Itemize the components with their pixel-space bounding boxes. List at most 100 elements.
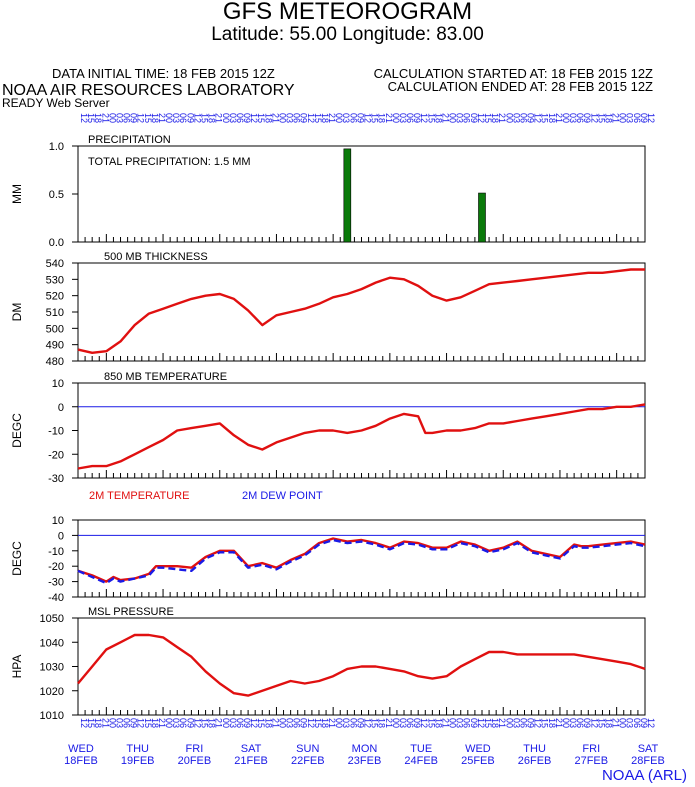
bottom-hour-label: 12: [646, 718, 656, 728]
panel-title: MSL PRESSURE: [88, 606, 174, 618]
top-hour-label: 21: [384, 113, 394, 123]
y-tick-label: 530: [46, 274, 64, 286]
bottom-hour-label: 15: [370, 718, 380, 728]
y-tick-label: 10: [52, 515, 64, 527]
top-hour-label: 03: [625, 113, 635, 123]
top-hour-label: 03: [455, 113, 465, 123]
top-hour-label: 09: [242, 113, 252, 123]
y-tick-label: -10: [48, 546, 64, 558]
top-hour-label: 09: [299, 113, 309, 123]
top-hour-label: 09: [129, 113, 139, 123]
y-tick-label: 480: [46, 356, 64, 368]
bottom-hour-label: 09: [355, 718, 365, 728]
top-hour-label: 15: [483, 113, 493, 123]
bottom-hour-label: 12: [476, 718, 486, 728]
date-label: 24FEB: [404, 755, 438, 767]
y-tick-label: -20: [48, 449, 64, 461]
bottom-hour-label: 15: [540, 718, 550, 728]
top-hour-label: 06: [348, 113, 358, 123]
top-hour-label: 12: [476, 113, 486, 123]
bottom-hour-label: 09: [412, 718, 422, 728]
bottom-hour-label: 18: [490, 718, 500, 728]
top-hour-label: 12: [306, 113, 316, 123]
bottom-hour-label: 00: [448, 718, 458, 728]
day-of-week-label: SUN: [296, 743, 319, 755]
bottom-hour-label: 06: [632, 718, 642, 728]
bottom-hour-label: 18: [263, 718, 273, 728]
y-tick-label: 1010: [40, 710, 64, 722]
top-hour-label: 15: [596, 113, 606, 123]
top-hour-label: 03: [114, 113, 124, 123]
top-hour-label: 00: [277, 113, 287, 123]
top-hour-label: 12: [136, 113, 146, 123]
bottom-hour-label: 12: [249, 718, 259, 728]
y-axis-label: MM: [10, 184, 24, 204]
panel-1: 480 490 500 510 520 530 540 DM 500 MB THICKNESS: [10, 251, 646, 368]
bottom-hour-label: 21: [270, 718, 280, 728]
bottom-hour-label: 12: [192, 718, 202, 728]
top-hour-label: 09: [582, 113, 592, 123]
top-hour-label: 09: [355, 113, 365, 123]
top-hour-label: 00: [618, 113, 628, 123]
y-tick-label: 490: [46, 340, 64, 352]
bottom-hour-label: 18: [377, 718, 387, 728]
panel-title: PRECIPITATION: [88, 134, 171, 146]
bottom-hour-label: 03: [285, 718, 295, 728]
bottom-hour-label: 15: [313, 718, 323, 728]
day-of-week-label: MON: [352, 743, 378, 755]
precip-bar: [478, 192, 486, 243]
top-hour-label: 06: [235, 113, 245, 123]
y-tick-label: 500: [46, 323, 64, 335]
top-hour-label: 21: [100, 113, 110, 123]
top-hour-label: 03: [171, 113, 181, 123]
series-line: [77, 268, 645, 354]
day-of-week-label: SAT: [638, 743, 659, 755]
top-hour-label: 06: [405, 113, 415, 123]
date-label: 28FEB: [631, 755, 665, 767]
y-tick-label: -10: [48, 426, 64, 438]
top-hour-label: 15: [199, 113, 209, 123]
bottom-hour-label: 21: [157, 718, 167, 728]
top-hour-label: 09: [412, 113, 422, 123]
y-tick-label: 1050: [40, 613, 64, 625]
panel-title: 500 MB THICKNESS: [104, 251, 208, 263]
top-hour-label: 12: [419, 113, 429, 123]
footer-credit: NOAA (ARL): [601, 767, 687, 784]
day-of-week-label: THU: [126, 743, 149, 755]
panel-0: 0.0 0.5 1.0 MM PRECIPITATION TOTAL PRECIPITAT…: [10, 134, 646, 249]
dew-point-line: [77, 538, 646, 585]
top-hour-label: 21: [440, 113, 450, 123]
top-hour-label: 03: [511, 113, 521, 123]
top-hour-label: 00: [504, 113, 514, 123]
date-label: 26FEB: [518, 755, 552, 767]
bottom-hour-label: 00: [277, 718, 287, 728]
bottom-hour-label: 00: [504, 718, 514, 728]
top-hour-label: 15: [540, 113, 550, 123]
y-axis-label: DEGC: [10, 541, 24, 576]
y-tick-label: -20: [48, 561, 64, 573]
bottom-hour-label: 06: [178, 718, 188, 728]
top-hour-label: 21: [157, 113, 167, 123]
bottom-hour-label: 03: [114, 718, 124, 728]
bottom-hour-label: 03: [398, 718, 408, 728]
top-hour-label: 21: [327, 113, 337, 123]
bottom-hour-label: 15: [143, 718, 153, 728]
panel-annotation: TOTAL PRECIPITATION: 1.5 MM: [88, 156, 251, 168]
bottom-hour-label: 09: [582, 718, 592, 728]
server-name: READY Web Server: [2, 96, 110, 110]
bottom-hour-label: 00: [561, 718, 571, 728]
panel-frame: [77, 262, 646, 362]
bottom-hour-label: 12: [419, 718, 429, 728]
series-line: [77, 633, 646, 697]
top-hour-label: 15: [426, 113, 436, 123]
date-label: 27FEB: [574, 755, 608, 767]
bottom-hour-label: 03: [341, 718, 351, 728]
bottom-hour-label: 06: [462, 718, 472, 728]
top-hour-label: 03: [341, 113, 351, 123]
y-tick-label: 10: [52, 378, 64, 390]
date-label: 18FEB: [64, 755, 98, 767]
bottom-hour-label: 15: [483, 718, 493, 728]
top-hour-label: 06: [122, 113, 132, 123]
top-hour-label: 21: [554, 113, 564, 123]
top-hour-label: 18: [263, 113, 273, 123]
